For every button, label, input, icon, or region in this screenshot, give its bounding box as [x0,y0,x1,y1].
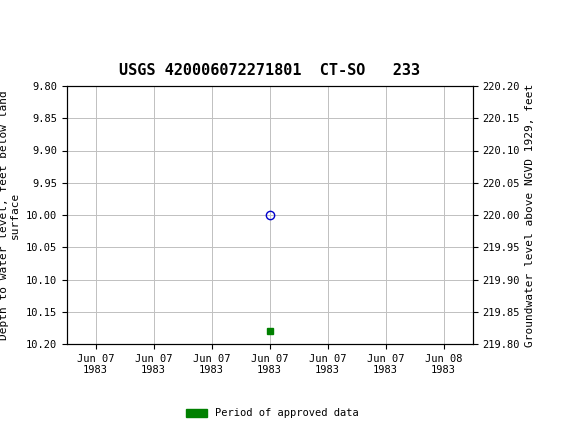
Text: ≋USGS: ≋USGS [3,10,74,28]
Y-axis label: Groundwater level above NGVD 1929, feet: Groundwater level above NGVD 1929, feet [525,83,535,347]
Y-axis label: Depth to water level, feet below land
surface: Depth to water level, feet below land su… [0,90,20,340]
Title: USGS 420006072271801  CT-SO   233: USGS 420006072271801 CT-SO 233 [119,63,420,78]
Legend: Period of approved data: Period of approved data [182,404,363,423]
